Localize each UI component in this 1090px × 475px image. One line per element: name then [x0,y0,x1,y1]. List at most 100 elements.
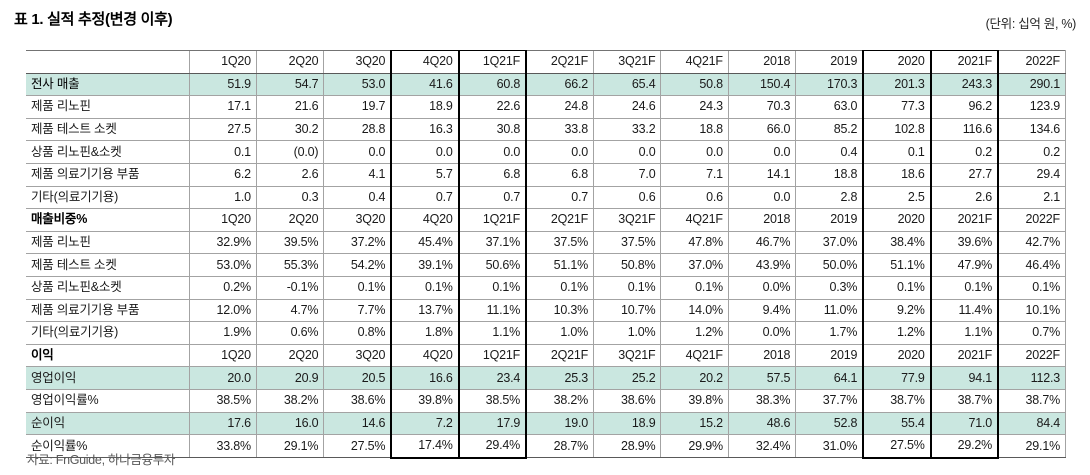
value-cell: 0.2 [997,140,1067,164]
value-cell: 1.0 [188,186,257,210]
value-cell: 63.0 [795,95,864,119]
value-cell: 38.6% [323,389,392,413]
column-header: 1Q21F [457,50,528,74]
value-cell: 17.9 [457,412,528,436]
value-cell: 29.4% [457,434,528,459]
value-cell: 2.8 [795,186,864,210]
value-cell: 123.9 [997,95,1067,119]
value-cell: 0.0 [525,140,594,164]
value-cell: 45.4% [390,231,460,255]
value-cell: 4.1 [323,163,392,187]
value-cell: 64.1 [795,366,864,390]
value-cell: 14.1 [727,163,796,187]
value-cell: 22.6 [457,95,528,119]
section-label [26,50,189,74]
estimates-table: 1Q20 2Q20 3Q20 4Q20 1Q21F 2Q21F 3Q21F 4Q21F 2018… [26,50,1067,459]
value-cell: 0.1% [929,276,1000,300]
value-cell: 27.5% [862,434,932,459]
value-cell: 0.2% [188,276,257,300]
value-cell: 66.0 [727,118,796,142]
row-label: 상품 리노핀&소켓 [26,140,189,164]
value-cell: 77.3 [862,95,932,119]
column-header: 3Q21F [593,208,661,232]
value-cell: 39.6% [929,231,1000,255]
value-cell: 65.4 [593,73,661,97]
value-cell: 20.0 [188,366,257,390]
value-cell: 11.0% [795,299,864,323]
column-header: 4Q21F [660,208,729,232]
value-cell: 71.0 [929,412,1000,436]
source-note: 자료: FnGuide, 하나금융투자 [27,453,176,467]
value-cell: 0.6 [593,186,661,210]
value-cell: 14.6 [323,412,392,436]
value-cell: 52.8 [795,412,864,436]
value-cell: 38.6% [593,389,661,413]
table-row: 순이익률% 33.8% 29.1% 27.5% 17.4% 29.4% 28.7% 28.9%… [26,434,1067,459]
value-cell: 7.2 [390,412,460,436]
column-header: 2Q20 [255,50,324,74]
value-cell: 6.2 [188,163,257,187]
table-row: 상품 리노핀&소켓 0.1 (0.0) 0.0 0.0 0.0 0.0 0.0 0.0 0.0 0.… [26,140,1067,164]
section-header-row: 매출비중% 1Q20 2Q20 3Q20 4Q20 1Q21F 2Q21F 3Q21F 4Q21… [26,208,1067,232]
value-cell: 37.2% [323,231,392,255]
value-cell: 39.1% [390,253,460,277]
row-label: 상품 리노핀&소켓 [26,276,189,300]
value-cell: 9.2% [862,299,932,323]
value-cell: 2.6 [929,186,1000,210]
value-cell: 19.7 [323,95,392,119]
value-cell: 10.1% [997,299,1067,323]
column-header: 2020 [862,208,932,232]
value-cell: 10.3% [525,299,594,323]
value-cell: 27.5 [188,118,257,142]
column-header: 2Q21F [525,208,594,232]
value-cell: 84.4 [997,412,1067,436]
value-cell: 0.0% [727,276,796,300]
column-header: 2020 [862,343,932,368]
value-cell: 7.0 [593,163,661,187]
value-cell: 0.1% [660,276,729,300]
value-cell: 1.1% [929,321,1000,345]
value-cell: 0.0 [660,140,729,164]
value-cell: 134.6 [997,118,1067,142]
value-cell: 94.1 [929,366,1000,390]
value-cell: 60.8 [457,73,528,97]
row-label: 영업이익 [26,366,189,390]
table-row: 제품 테스트 소켓 27.5 30.2 28.8 16.3 30.8 33.8 33.2 18.… [26,118,1067,142]
value-cell: 39.5% [255,231,324,255]
value-cell: 42.7% [997,231,1067,255]
value-cell: 0.7% [997,321,1067,345]
value-cell: 96.2 [929,95,1000,119]
value-cell: 24.6 [593,95,661,119]
value-cell: 48.6 [727,412,796,436]
value-cell: 0.2 [929,140,1000,164]
value-cell: 28.9% [593,434,661,459]
column-header: 4Q21F [660,343,729,368]
column-header: 2Q20 [255,343,324,368]
column-header: 2019 [795,208,864,232]
column-header: 2Q21F [525,50,594,74]
value-cell: 4.7% [255,299,324,323]
column-header: 2018 [727,50,796,74]
value-cell: 0.6 [660,186,729,210]
value-cell: 0.1% [862,276,932,300]
value-cell: 11.4% [929,299,1000,323]
column-header: 1Q21F [457,343,528,368]
value-cell: 0.1 [188,140,257,164]
value-cell: 17.4% [390,434,460,459]
value-cell: 0.3% [795,276,864,300]
value-cell: 41.6 [390,73,460,97]
column-header: 2020 [862,50,932,74]
value-cell: 85.2 [795,118,864,142]
section-header-row: 1Q20 2Q20 3Q20 4Q20 1Q21F 2Q21F 3Q21F 4Q21F 2018… [26,50,1067,74]
value-cell: 53.0% [188,253,257,277]
value-cell: 16.0 [255,412,324,436]
column-header: 3Q20 [323,343,392,368]
value-cell: 1.0% [593,321,661,345]
value-cell: 7.7% [323,299,392,323]
table-row: 제품 테스트 소켓 53.0% 55.3% 54.2% 39.1% 50.6% 51.1% 5… [26,253,1067,277]
value-cell: 29.1% [255,434,324,459]
value-cell: 38.2% [255,389,324,413]
value-cell: 102.8 [862,118,932,142]
column-header: 2018 [727,343,796,368]
column-header: 4Q20 [390,208,460,232]
